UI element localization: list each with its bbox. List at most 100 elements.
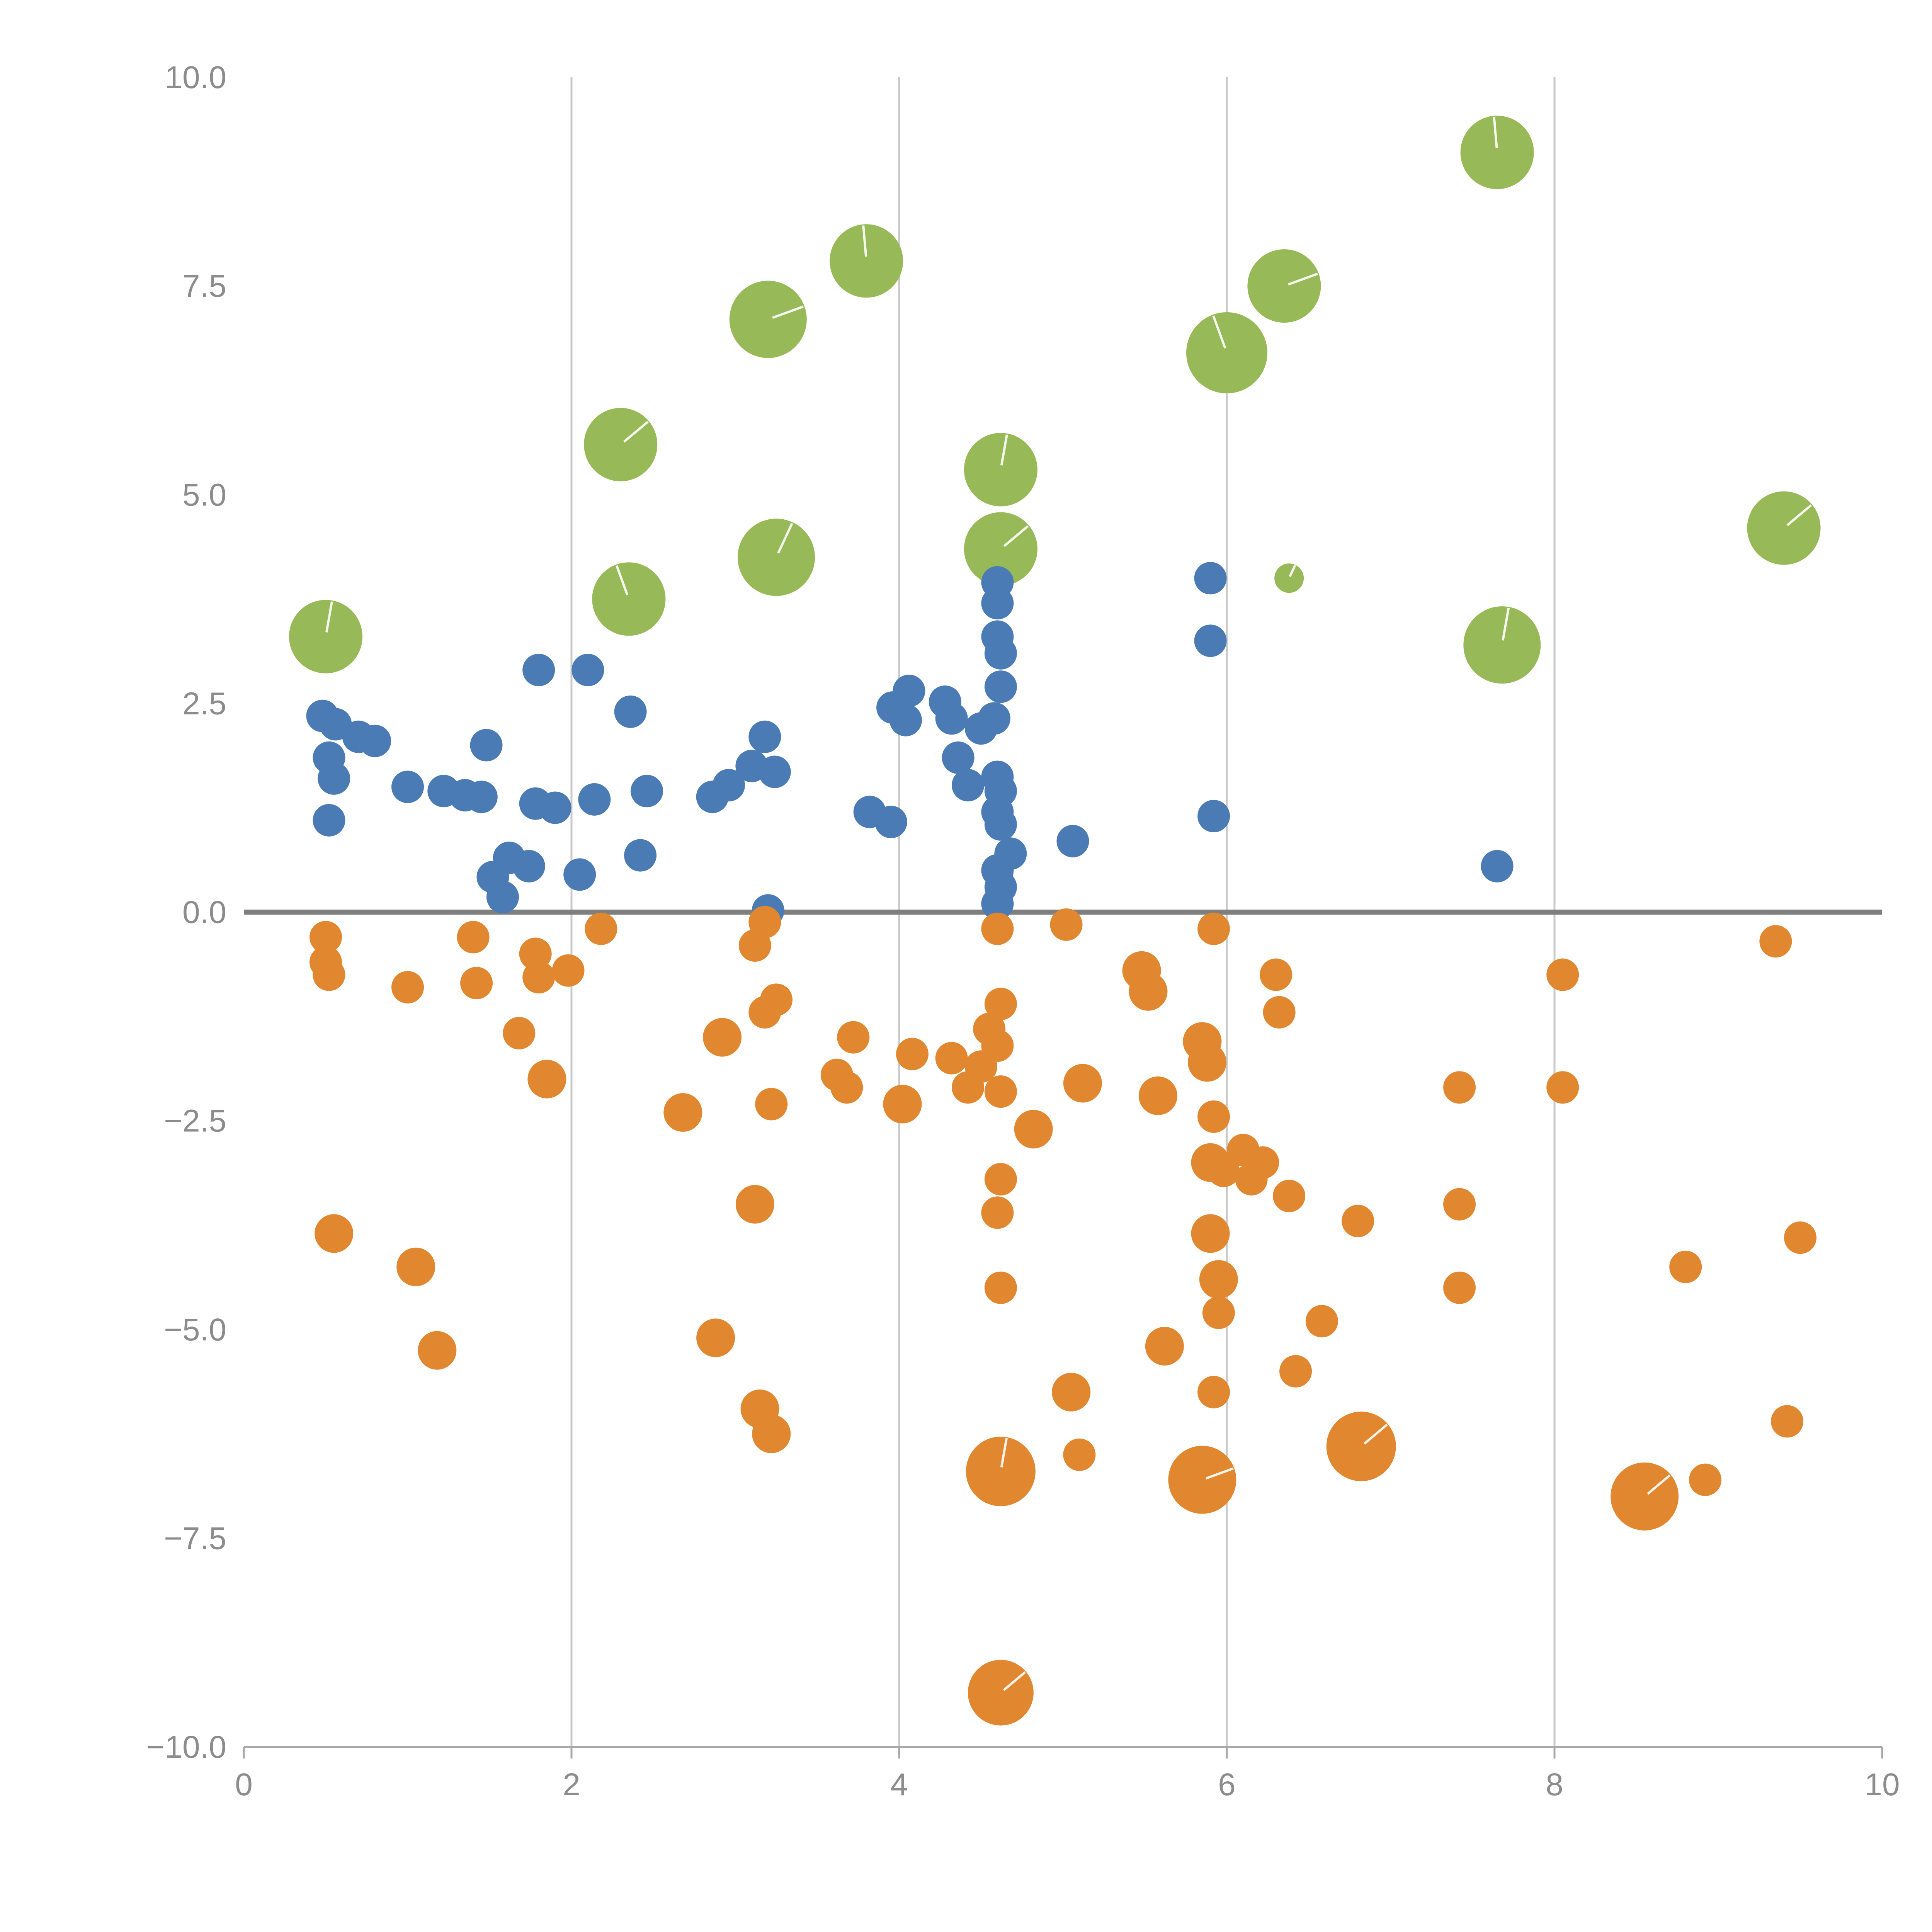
scatter-point-orange	[310, 921, 342, 954]
marker-needle	[1493, 117, 1498, 148]
scatter-point-green	[1274, 563, 1304, 593]
scatter-point-blue	[748, 720, 781, 753]
scatter-point-orange	[1197, 1376, 1230, 1408]
scatter-point-orange	[313, 958, 345, 991]
scatter-point-orange	[1443, 1188, 1476, 1221]
scatter-point-blue	[465, 781, 498, 813]
scatter-point-blue	[984, 808, 1017, 841]
scatter-point-orange	[984, 1271, 1017, 1304]
scatter-point-orange	[966, 1437, 1036, 1507]
scatter-point-orange	[1129, 972, 1168, 1011]
scatter-point-blue	[713, 769, 745, 802]
scatter-point-orange	[460, 967, 493, 1000]
scatter-point-orange	[1168, 1446, 1236, 1514]
marker-needle	[325, 601, 333, 633]
scatter-point-blue	[512, 850, 545, 883]
scatter-point-orange	[760, 983, 793, 1016]
y-tick-label: 7.5	[182, 269, 226, 304]
marker-needle	[1003, 1671, 1026, 1691]
scatter-point-orange	[1145, 1327, 1184, 1366]
scatter-point-blue	[889, 704, 922, 736]
scatter-point-blue	[624, 839, 657, 872]
scatter-point-orange	[418, 1331, 457, 1370]
scatter-point-green	[1186, 312, 1267, 393]
scatter-point-orange	[968, 1660, 1034, 1726]
scatter-point-blue	[874, 806, 907, 838]
marker-needle	[1000, 434, 1008, 466]
marker-needle	[1502, 608, 1510, 641]
scatter-point-blue	[981, 587, 1014, 620]
scatter-point-orange	[1273, 1180, 1306, 1213]
scatter-point-orange	[1784, 1221, 1816, 1254]
scatter-point-orange	[1138, 1076, 1177, 1115]
scatter-point-blue	[1056, 825, 1089, 857]
y-tick-label: 5.0	[182, 477, 226, 512]
scatter-point-blue	[614, 695, 647, 728]
scatter-point-blue	[578, 783, 611, 816]
y-tick-label: −5.0	[164, 1312, 226, 1347]
scatter-point-blue	[522, 653, 555, 686]
y-tick-label: −2.5	[164, 1104, 226, 1139]
scatter-point-green	[738, 519, 815, 596]
y-tick-label: 2.5	[182, 686, 226, 721]
scatter-point-orange	[1305, 1305, 1338, 1338]
scatter-point-orange	[552, 954, 585, 987]
scatter-point-orange	[1342, 1204, 1374, 1237]
scatter-point-orange	[981, 1029, 1014, 1062]
scatter-point-orange	[1326, 1412, 1396, 1481]
scatter-point-orange	[503, 1017, 536, 1049]
scatter-point-orange	[1014, 1110, 1053, 1149]
scatter-point-blue	[1481, 850, 1514, 883]
marker-needle	[1000, 1438, 1008, 1468]
scatter-point-blue	[359, 724, 391, 757]
scatter-point-green	[584, 408, 658, 481]
marker-needle	[777, 523, 793, 554]
x-tick-label: 4	[890, 1767, 908, 1802]
scatter-point-orange	[830, 1071, 863, 1104]
y-tick-label: 0.0	[182, 895, 226, 930]
scatter-point-blue	[935, 702, 968, 735]
scatter-point-orange	[1263, 996, 1296, 1029]
x-tick-label: 2	[563, 1767, 580, 1802]
marker-needle	[623, 421, 649, 443]
scatter-point-orange	[1063, 1064, 1102, 1103]
scatter-point-orange	[1546, 1071, 1579, 1104]
scatter-point-blue	[984, 637, 1017, 670]
x-tick-label: 0	[235, 1767, 253, 1802]
scatter-point-orange	[1669, 1250, 1702, 1283]
marker-needle	[1364, 1423, 1388, 1445]
scatter-point-blue	[952, 769, 985, 802]
scatter-point-green	[830, 224, 903, 298]
scatter-point-orange	[984, 1075, 1017, 1108]
scatter-point-orange	[1197, 912, 1230, 945]
scatter-point-orange	[981, 1196, 1014, 1229]
scatter-point-orange	[585, 912, 617, 945]
scatter-point-blue	[571, 653, 604, 686]
scatter-point-orange	[984, 1163, 1017, 1196]
scatter-point-green	[1247, 249, 1321, 323]
marker-needle	[772, 305, 804, 319]
scatter-point-orange	[527, 1060, 566, 1099]
scatter-point-blue	[1197, 800, 1230, 833]
scatter-point-orange	[522, 961, 555, 994]
scatter-point-blue	[391, 770, 424, 803]
scatter-point-orange	[1191, 1214, 1230, 1253]
scatter-point-orange	[1771, 1405, 1804, 1438]
x-tick-label: 10	[1864, 1767, 1900, 1802]
scatter-point-orange	[1546, 958, 1579, 991]
scatter-point-orange	[755, 1088, 788, 1121]
scatter-point-orange	[1759, 925, 1792, 958]
scatter-point-orange	[1689, 1463, 1722, 1496]
scatter-point-green	[1463, 606, 1541, 684]
scatter-point-orange	[935, 1042, 968, 1075]
scatter-point-blue	[1194, 562, 1227, 595]
scatter-point-orange	[1443, 1271, 1476, 1304]
x-tick-label: 8	[1546, 1767, 1563, 1802]
scatter-point-green	[1460, 116, 1534, 189]
scatter-point-green	[964, 433, 1037, 507]
scatter-point-orange	[1199, 1260, 1238, 1299]
scatter-point-orange	[315, 1214, 354, 1253]
scatter-point-orange	[703, 1018, 742, 1057]
scatter-point-orange	[1247, 1146, 1279, 1179]
